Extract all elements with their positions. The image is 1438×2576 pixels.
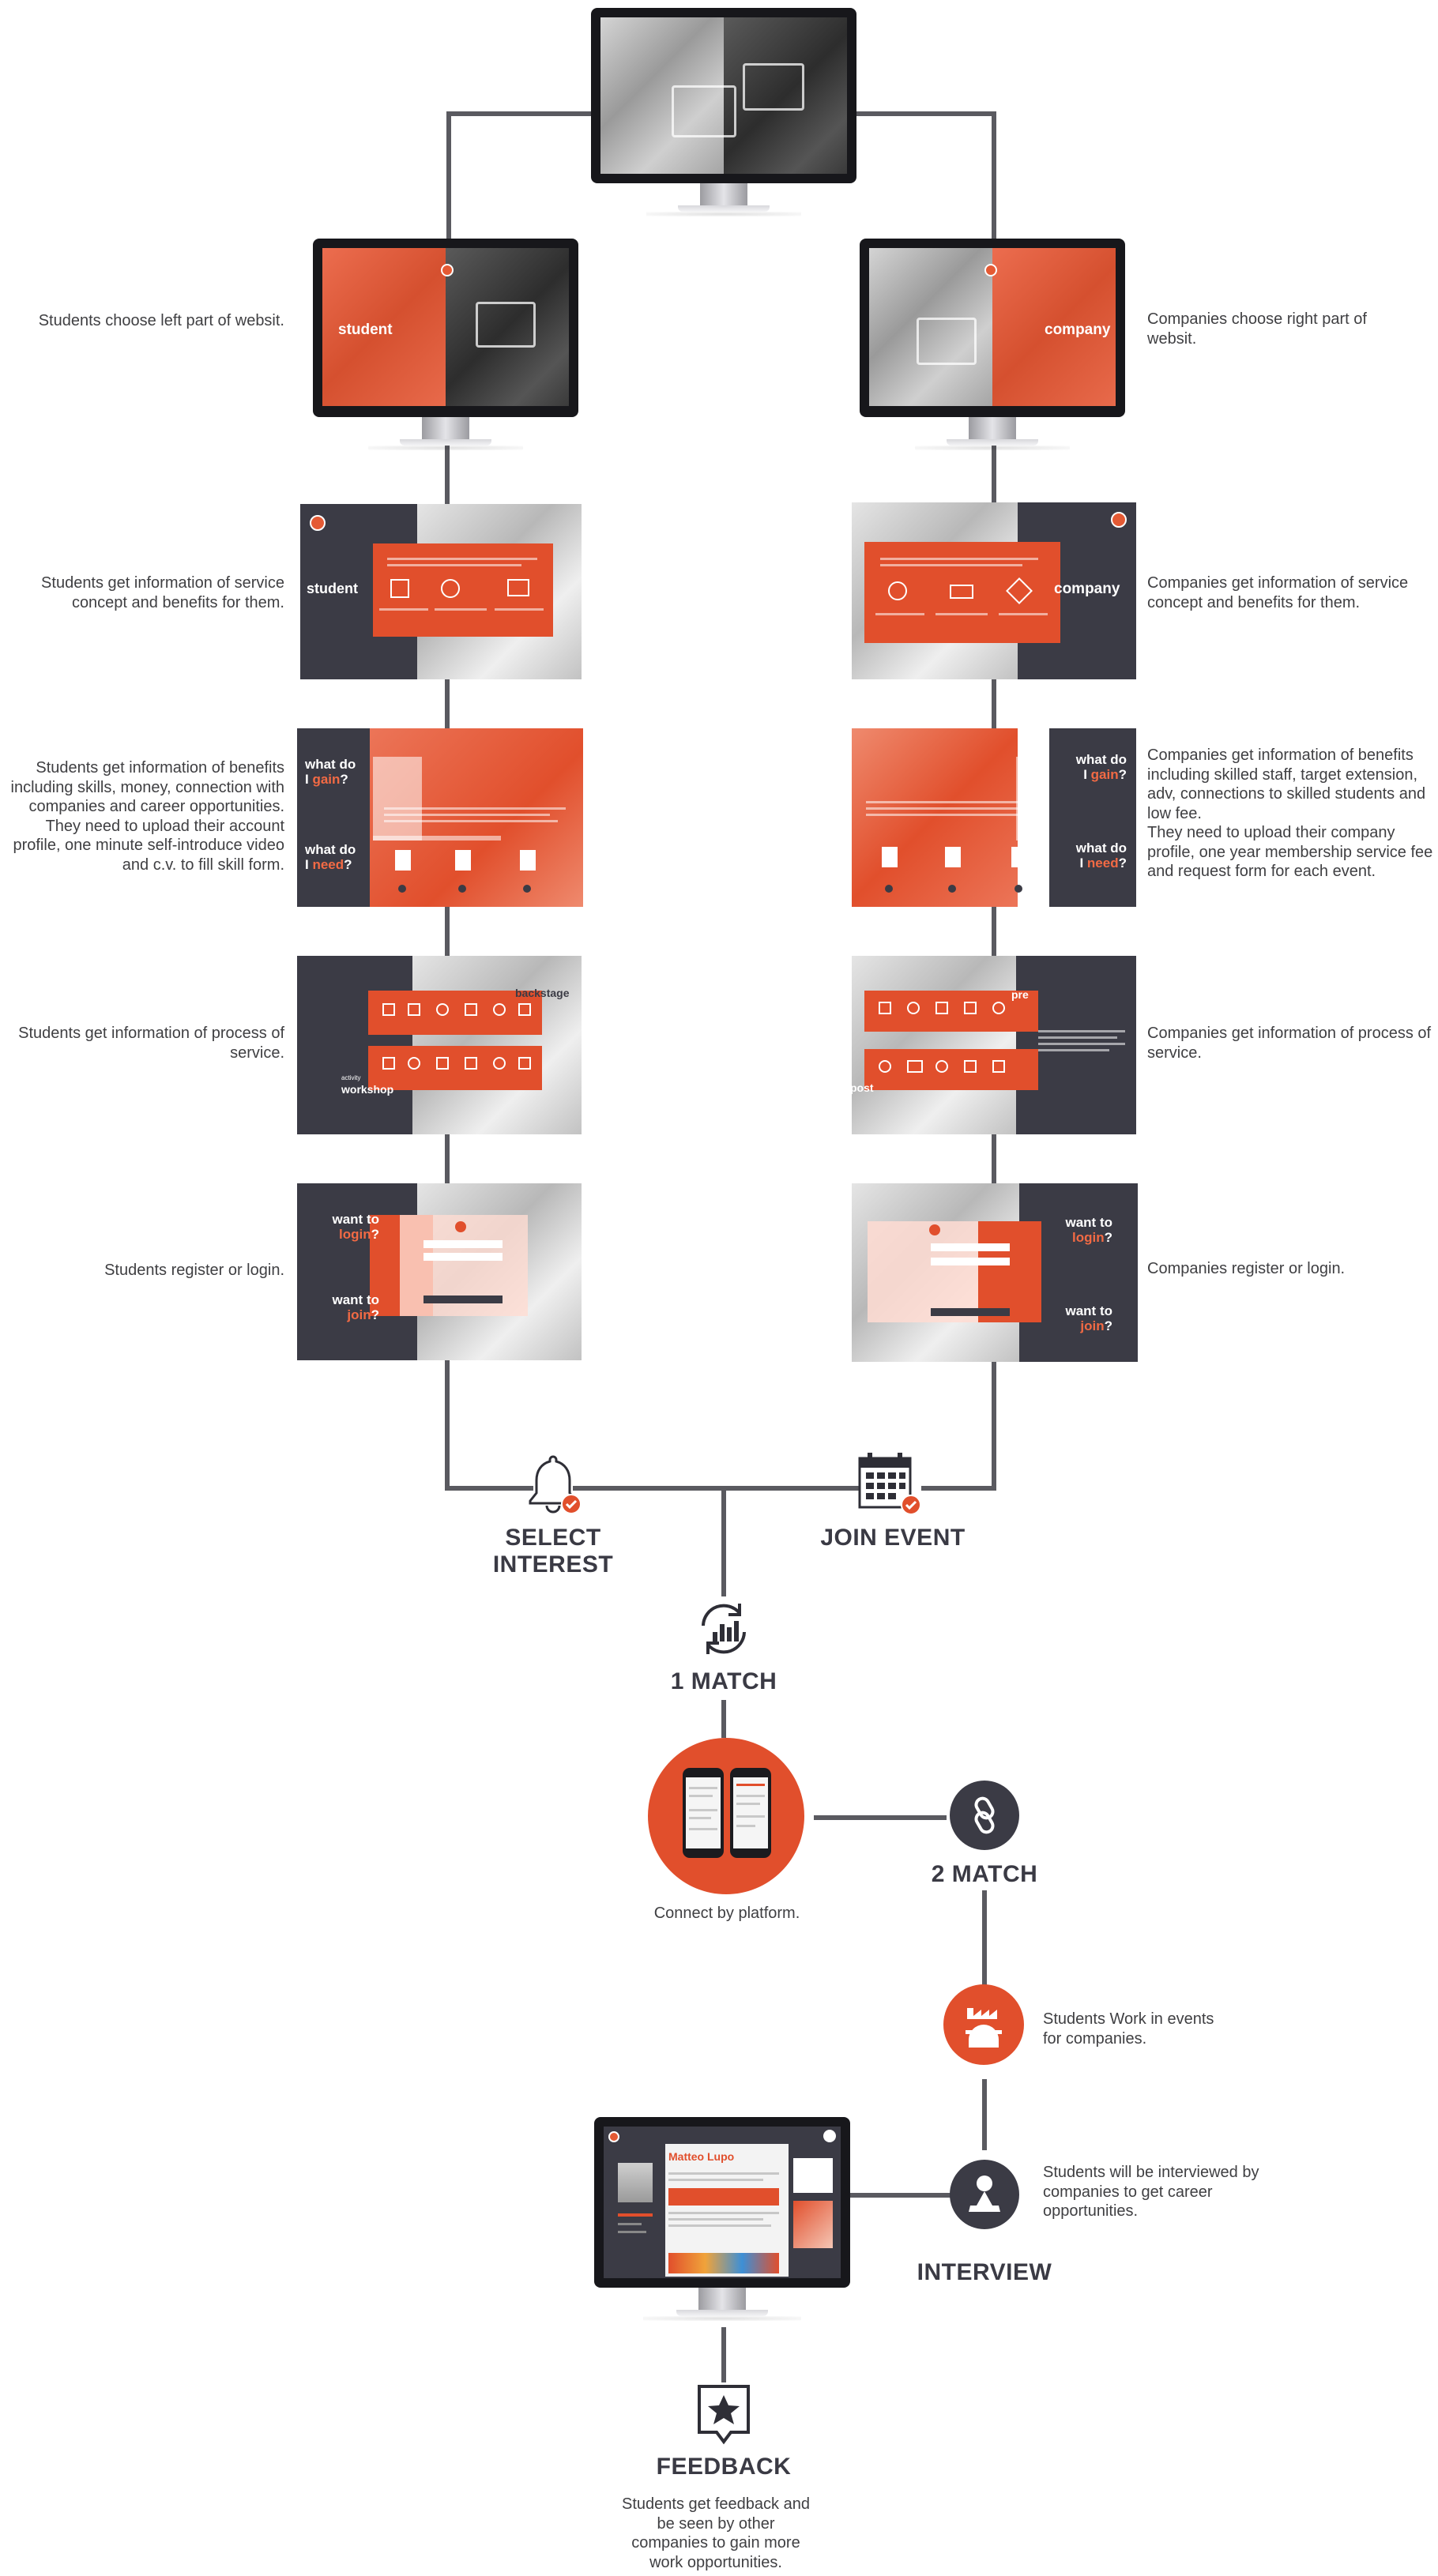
- match2-label: 2 MATCH: [931, 1861, 1038, 1887]
- company-need-i: I: [1079, 856, 1087, 871]
- student-gain-word: gain: [312, 772, 341, 787]
- company-gain-i: I: [1083, 767, 1091, 782]
- student-want-join: want to: [332, 1292, 380, 1307]
- company-post-label: post: [852, 1081, 874, 1094]
- student-concept-title: student: [307, 581, 358, 596]
- work-events-text: Students Work in events for companies.: [1043, 2010, 1214, 2048]
- company-need-word: need: [1086, 856, 1119, 871]
- student-login-q: ?: [371, 1227, 379, 1242]
- company-login-slide: want to login? want to join?: [852, 1183, 1138, 1362]
- student-concept-slide: student: [300, 504, 582, 679]
- company-process-slide: pre post: [852, 956, 1136, 1134]
- bell-check-icon: [521, 1452, 585, 1515]
- company-join-q: ?: [1104, 1318, 1112, 1333]
- right-desc-1: Companies choose right part of websit.: [1147, 310, 1367, 348]
- feedback-text: Students get feedback and be seen by oth…: [622, 2495, 810, 2571]
- company-need-prefix: what do: [1075, 840, 1127, 856]
- student-gain-i: I: [305, 772, 313, 787]
- profile-monitor: Matteo Lupo: [594, 2117, 850, 2321]
- profile-name: Matteo Lupo: [668, 2150, 735, 2163]
- chart-refresh-icon: [692, 1597, 755, 1660]
- student-need-word: need: [312, 857, 344, 872]
- select-interest-label: SELECT INTEREST: [492, 1525, 614, 1578]
- company-concept-slide: company: [852, 502, 1136, 679]
- left-desc-5: Students register or login.: [104, 1262, 284, 1279]
- company-pre-label: pre: [1011, 988, 1029, 1001]
- company-gain-word: gain: [1090, 767, 1119, 782]
- student-join-q: ?: [371, 1307, 379, 1322]
- company-want-login: want to: [1065, 1215, 1113, 1230]
- student-activity-label: activity: [341, 1074, 361, 1081]
- feedback-label: FEEDBACK: [656, 2454, 792, 2480]
- company-want-join: want to: [1065, 1303, 1113, 1318]
- link-icon: [950, 1781, 1019, 1850]
- company-home-title: company: [1045, 322, 1111, 338]
- interview-label: INTERVIEW: [917, 2259, 1052, 2285]
- student-join-word: join: [347, 1307, 371, 1322]
- company-home-monitor: company: [860, 239, 1125, 452]
- student-need-q: ?: [344, 857, 352, 872]
- right-desc-3: Companies get information of benefits in…: [1147, 746, 1433, 880]
- company-join-word: join: [1080, 1318, 1105, 1333]
- company-concept-title: company: [1054, 581, 1120, 597]
- factory-worker-icon: [943, 1984, 1024, 2065]
- student-login-word: login: [339, 1227, 371, 1242]
- student-workshop-label: workshop: [341, 1083, 394, 1096]
- interviewed-text: Students will be interviewed by companie…: [1043, 2164, 1259, 2220]
- match1-label: 1 MATCH: [670, 1668, 777, 1694]
- student-gain-prefix: what do: [305, 757, 356, 772]
- left-desc-2: Students get information of service conc…: [41, 574, 284, 611]
- student-gain-q: ?: [340, 772, 348, 787]
- student-home-monitor: student: [313, 239, 578, 452]
- connect-platform-text: Connect by platform.: [653, 1905, 800, 1922]
- company-gain-need-slide: what do I gain? what do I need?: [852, 728, 1136, 907]
- calendar-check-icon: [856, 1450, 923, 1517]
- company-login-word: login: [1072, 1230, 1105, 1245]
- company-gain-q: ?: [1118, 767, 1127, 782]
- connect-platform-circle: [648, 1738, 804, 1894]
- student-process-slide: backstage activity workshop: [297, 956, 582, 1134]
- join-event-label: JOIN EVENT: [820, 1525, 966, 1551]
- student-need-prefix: what do: [305, 842, 356, 857]
- left-desc-1: Students choose left part of websit.: [38, 312, 284, 329]
- right-desc-5: Companies register or login.: [1147, 1260, 1346, 1277]
- company-gain-prefix: what do: [1075, 752, 1127, 767]
- top-monitor: [591, 8, 856, 218]
- star-speech-bubble-icon: [695, 2382, 752, 2449]
- person-icon: [950, 2160, 1019, 2229]
- student-home-title: student: [338, 322, 393, 338]
- student-gain-need-slide: what do I gain? what do I need?: [297, 728, 583, 907]
- student-login-slide: want to login? want to join?: [297, 1183, 582, 1360]
- company-login-q: ?: [1104, 1230, 1112, 1245]
- left-desc-3: Students get information of benefits inc…: [10, 759, 284, 874]
- right-desc-4: Companies get information of process of …: [1147, 1025, 1432, 1062]
- right-desc-2: Companies get information of service con…: [1147, 574, 1409, 611]
- left-desc-4: Students get information of process of s…: [18, 1025, 284, 1062]
- company-need-q: ?: [1118, 856, 1127, 871]
- student-backstage-label: backstage: [515, 987, 570, 999]
- student-want-login: want to: [332, 1212, 380, 1227]
- student-need-i: I: [305, 857, 313, 872]
